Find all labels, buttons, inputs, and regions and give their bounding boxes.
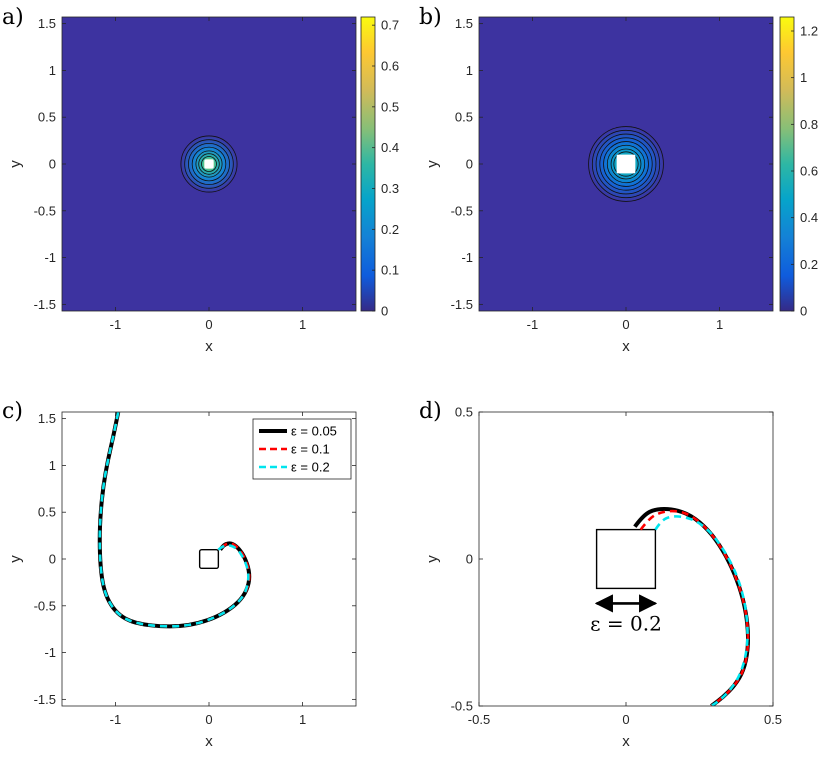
- y-tick-label: -0.5: [34, 598, 56, 613]
- y-tick-label: -1: [44, 250, 56, 265]
- obstacle-square: [616, 154, 636, 174]
- legend-entry: ε = 0.2: [291, 460, 330, 475]
- y-tick-label: 1: [466, 63, 473, 78]
- y-tick-label: 1.5: [455, 16, 473, 31]
- x-tick-label: -0.5: [468, 712, 490, 727]
- panel-label: d): [419, 399, 442, 424]
- obstacle-square: [198, 548, 220, 570]
- colorbar-tick-label: 0.5: [381, 99, 399, 114]
- colorbar-tick-label: 0.4: [381, 140, 399, 155]
- contour-ring: [599, 137, 653, 191]
- annotation-text: ε = 0.2: [590, 611, 662, 635]
- series-line-3: [654, 515, 749, 706]
- panel-d: d) -0.5 0 0.5 0.5 0 -0.5 x y ε = 0.2: [419, 399, 782, 750]
- contour-ring: [606, 144, 646, 184]
- y-axis-label: y: [424, 555, 441, 563]
- panel-a: a) -1 0 1 1.5 1 0.5 0 -0.5 -1 -1.5 x y 0 0.1 0.2 0.3 0.4 0…: [2, 5, 399, 355]
- contour-ring: [180, 135, 238, 193]
- x-axis-label: x: [622, 733, 630, 750]
- x-tick-label: 0: [622, 712, 629, 727]
- contour-ring: [613, 151, 639, 177]
- y-tick-label: 0.5: [455, 110, 473, 125]
- contour-ring: [201, 156, 217, 172]
- contour-ring: [184, 139, 234, 189]
- x-tick-label: 0: [205, 317, 212, 332]
- colorbar-tick-label: 0.6: [800, 164, 818, 179]
- contour-ring: [191, 146, 227, 182]
- contour-ring: [195, 150, 223, 178]
- x-axis-label: x: [205, 338, 213, 355]
- y-tick-label: 0.5: [38, 110, 56, 125]
- y-tick-label: -0.5: [451, 203, 473, 218]
- colorbar-tick-label: 0.3: [381, 181, 399, 196]
- colorbar-tick-label: 0: [800, 304, 807, 319]
- panel-label: c): [2, 399, 23, 424]
- y-tick-label: 0.5: [38, 505, 56, 520]
- contour-ring: [610, 148, 642, 180]
- y-axis-label: y: [7, 160, 24, 168]
- x-tick-label: 1: [716, 317, 723, 332]
- colorbar-tick-label: 0.1: [381, 263, 399, 278]
- y-tick-label: -1: [44, 645, 56, 660]
- y-tick-label: 0: [49, 157, 56, 172]
- y-tick-label: -1: [461, 250, 473, 265]
- y-tick-label: 0: [466, 552, 473, 567]
- colorbar: [360, 16, 376, 312]
- obstacle-square: [204, 159, 214, 169]
- contour-ring: [198, 153, 220, 175]
- x-axis-label: x: [205, 733, 213, 750]
- panel-b: b) -1 0 1 1.5 1 0.5 0 -0.5 -1 -1.5 x y 0 0.2 0.4 0.6 0.8 1…: [419, 5, 818, 355]
- contour-ring: [603, 141, 649, 187]
- y-tick-label: -1.5: [34, 297, 56, 312]
- contour-ring: [588, 126, 664, 202]
- y-axis-label: y: [7, 555, 24, 563]
- x-tick-label: 1: [299, 317, 306, 332]
- colorbar-tick-label: 0.2: [381, 222, 399, 237]
- panel-label: a): [2, 5, 24, 30]
- y-tick-label: -1.5: [34, 692, 56, 707]
- colorbar-tick-label: 1.2: [800, 24, 818, 39]
- y-tick-label: 0: [49, 552, 56, 567]
- x-axis-label: x: [622, 338, 630, 355]
- x-tick-label: -1: [110, 317, 122, 332]
- colorbar-tick-label: 1: [800, 70, 807, 85]
- x-tick-label: 0: [622, 317, 629, 332]
- y-tick-label: 1.5: [38, 16, 56, 31]
- y-tick-label: 0.5: [455, 405, 473, 420]
- contour-ring: [591, 129, 661, 199]
- legend-entry: ε = 0.1: [291, 442, 330, 457]
- colorbar-tick-label: 0.8: [800, 117, 818, 132]
- y-axis-label: y: [424, 160, 441, 168]
- colorbar-tick-label: 0.2: [800, 257, 818, 272]
- x-tick-label: -1: [110, 712, 122, 727]
- y-tick-label: -0.5: [34, 203, 56, 218]
- contour-ring: [188, 143, 230, 185]
- x-tick-label: 1: [299, 712, 306, 727]
- y-tick-label: 0: [466, 157, 473, 172]
- plot-background: [479, 412, 773, 706]
- colorbar-tick-label: 0.6: [381, 59, 399, 74]
- y-tick-label: 1.5: [38, 411, 56, 426]
- contour-ring: [595, 133, 657, 195]
- colorbar: [779, 16, 795, 312]
- obstacle-square: [595, 528, 657, 590]
- legend-entry: ε = 0.05: [291, 424, 337, 439]
- panel-label: b): [419, 5, 442, 30]
- y-tick-label: -0.5: [451, 699, 473, 714]
- series-line-2: [639, 509, 750, 706]
- y-tick-label: -1.5: [451, 297, 473, 312]
- x-tick-label: 0.5: [764, 712, 782, 727]
- panel-c: c) -1 0 1 1.5 1 0.5 0 -0.5 -1 -1.5 x y ε = 0.05 ε = 0.…: [2, 399, 357, 750]
- x-tick-label: -1: [527, 317, 539, 332]
- y-tick-label: 1: [49, 63, 56, 78]
- colorbar-tick-label: 0.7: [381, 18, 399, 33]
- y-tick-label: 1: [49, 458, 56, 473]
- series-line-3: [98, 412, 250, 628]
- x-tick-label: 0: [205, 712, 212, 727]
- colorbar-tick-label: 0.4: [800, 210, 818, 225]
- colorbar-tick-label: 0: [381, 304, 388, 319]
